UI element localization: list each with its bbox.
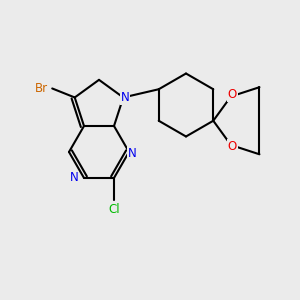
Text: Br: Br [34,82,48,95]
Text: N: N [70,172,79,184]
Text: O: O [228,88,237,101]
Text: Cl: Cl [108,203,120,217]
Text: N: N [128,147,136,160]
Text: O: O [228,140,237,153]
Text: N: N [120,91,129,104]
